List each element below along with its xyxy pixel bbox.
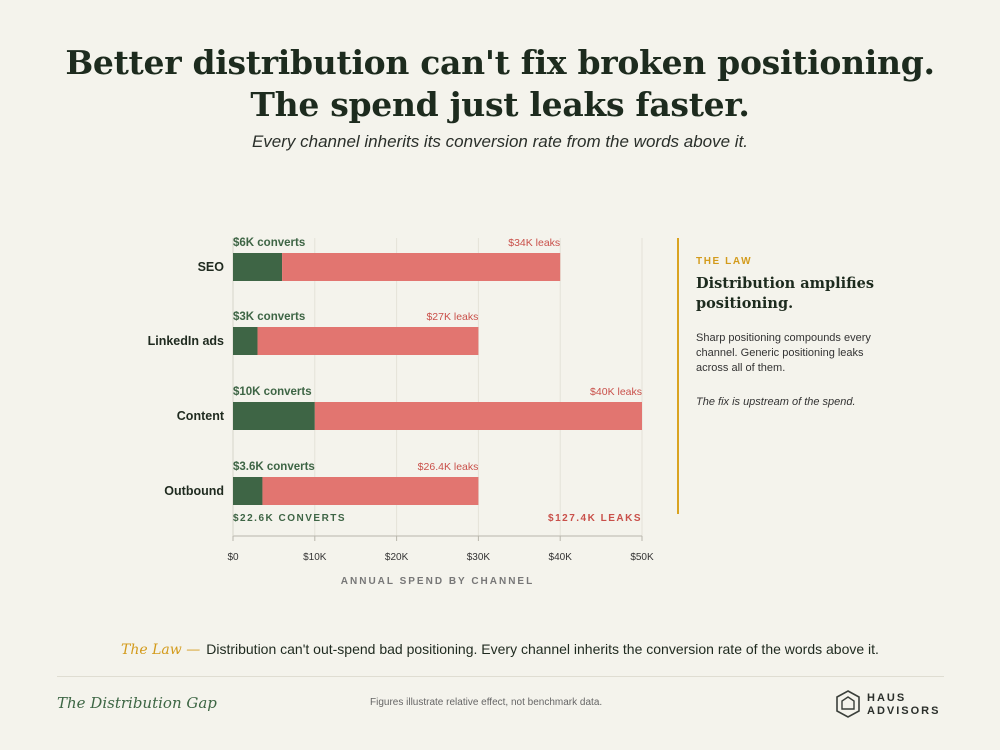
- bar-converts: [233, 253, 283, 281]
- title-line-1: Better distribution can't fix broken pos…: [65, 43, 935, 82]
- law-label: The Law —: [121, 642, 201, 658]
- leaks-label: $27K leaks: [426, 311, 478, 323]
- house-hexagon-icon: [836, 690, 860, 718]
- category-label: SEO: [198, 260, 225, 274]
- x-tick-label: $0: [227, 552, 239, 563]
- sidebar-heading: Distribution amplifies positioning.: [696, 275, 875, 312]
- bar-converts: [233, 327, 258, 355]
- sidebar-fix: The fix is upstream of the spend.: [696, 396, 856, 408]
- title-line-2: The spend just leaks faster.: [250, 85, 750, 124]
- bar-converts: [233, 402, 315, 430]
- total-converts-label: $22.6K CONVERTS: [233, 513, 346, 524]
- law-text: Distribution can't out-spend bad positio…: [206, 641, 879, 657]
- converts-label: $10K converts: [233, 386, 312, 398]
- bar-leaks: [314, 402, 642, 430]
- footer-title: The Distribution Gap: [57, 694, 217, 712]
- converts-label: $6K converts: [233, 237, 305, 249]
- leaks-label: $26.4K leaks: [418, 461, 479, 473]
- x-tick-label: $20K: [385, 552, 409, 563]
- bar-leaks: [282, 253, 561, 281]
- subtitle: Every channel inherits its conversion ra…: [251, 132, 749, 151]
- total-leaks-label: $127.4K LEAKS: [548, 513, 642, 524]
- converts-label: $3.6K converts: [233, 461, 315, 473]
- leaks-label: $34K leaks: [508, 237, 560, 249]
- page-title: Better distribution can't fix broken pos…: [0, 42, 1000, 126]
- footer-disclaimer: Figures illustrate relative effect, not …: [370, 697, 603, 708]
- sidebar-eyebrow: THE LAW: [696, 256, 753, 267]
- bar-leaks: [257, 327, 479, 355]
- law-sidebar: THE LAW Distribution amplifies positioni…: [677, 238, 909, 514]
- law-statement: The Law — Distribution can't out-spend ba…: [0, 641, 1000, 658]
- category-label: Outbound: [164, 484, 224, 498]
- logo-word-2: ADVISORS: [867, 705, 941, 717]
- x-tick-label: $30K: [467, 552, 491, 563]
- x-tick-label: $50K: [630, 552, 654, 563]
- footer-divider: [57, 676, 944, 677]
- bar-converts: [233, 477, 263, 505]
- category-label: Content: [177, 409, 225, 423]
- logo-word-1: HAUS: [867, 692, 907, 704]
- x-tick-label: $10K: [303, 552, 327, 563]
- converts-label: $3K converts: [233, 311, 305, 323]
- category-label: LinkedIn ads: [148, 334, 224, 348]
- x-tick-label: $40K: [549, 552, 573, 563]
- haus-advisors-logo: HAUS ADVISORS: [835, 689, 955, 719]
- leaks-label: $40K leaks: [590, 386, 642, 398]
- sidebar-body: Sharp positioning compounds every channe…: [696, 332, 871, 374]
- bar-leaks: [262, 477, 479, 505]
- x-axis-title: ANNUAL SPEND BY CHANNEL: [341, 576, 534, 587]
